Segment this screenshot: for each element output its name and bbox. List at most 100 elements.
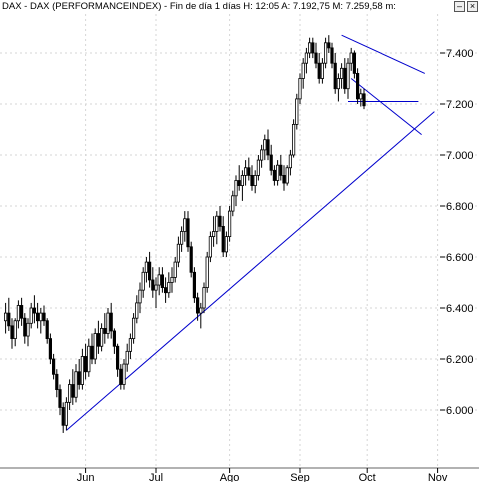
- candle-body: [301, 62, 305, 79]
- candle: [138, 282, 142, 314]
- candle-body: [192, 271, 196, 299]
- candle: [243, 160, 248, 186]
- candle-body: [327, 42, 331, 49]
- candle: [336, 73, 341, 102]
- candle: [279, 155, 283, 181]
- minimize-icon[interactable]: –: [454, 1, 465, 12]
- candle: [253, 170, 257, 194]
- candle: [167, 272, 171, 298]
- candle-body: [42, 312, 46, 322]
- candle-body: [288, 154, 293, 169]
- candle-body: [39, 312, 43, 322]
- candle-body: [138, 289, 142, 304]
- candle-body: [103, 327, 107, 334]
- candle-body: [90, 345, 94, 360]
- candle: [170, 267, 174, 293]
- candle-body: [269, 154, 273, 171]
- candle: [19, 297, 24, 326]
- candle: [163, 277, 168, 303]
- candle-body: [48, 338, 53, 360]
- candle: [32, 295, 37, 324]
- candle: [211, 216, 216, 247]
- candle-body: [231, 195, 235, 212]
- close-icon[interactable]: ×: [467, 1, 478, 12]
- candle: [307, 37, 312, 59]
- candle-body: [122, 363, 126, 385]
- candle-body: [144, 261, 148, 273]
- candle-body: [343, 67, 347, 90]
- candle-body: [224, 236, 228, 253]
- candle: [202, 282, 206, 314]
- y-tick-label: 6.600: [446, 252, 474, 264]
- candle-body: [116, 345, 120, 370]
- candle: [301, 58, 305, 89]
- candle-body: [93, 333, 97, 360]
- candle-body: [202, 287, 206, 309]
- candle-body: [16, 305, 21, 322]
- candle-body: [36, 312, 40, 322]
- candle: [282, 165, 286, 191]
- candle: [205, 251, 209, 293]
- candle: [45, 318, 49, 344]
- candle-body: [266, 139, 270, 156]
- candle: [103, 313, 107, 344]
- candle: [64, 397, 68, 431]
- candle-body: [186, 218, 190, 248]
- candle: [77, 359, 81, 390]
- candle-body: [218, 215, 222, 227]
- candle-body: [355, 73, 360, 100]
- y-axis: 6.000 6.200 6.400 6.600 6.800 7.000 7.200 7.400: [440, 48, 474, 417]
- candle: [135, 295, 139, 324]
- candle: [10, 318, 14, 349]
- candle-body: [295, 98, 299, 125]
- candle: [141, 267, 145, 298]
- candle-body: [26, 322, 30, 337]
- candle: [304, 47, 309, 74]
- candle-body: [314, 52, 318, 64]
- candle: [61, 402, 65, 433]
- candle: [55, 369, 59, 398]
- chart-title: DAX - DAX (PERFORMANCEINDEX) - Fin de dí…: [2, 1, 396, 12]
- candle-body: [4, 312, 8, 322]
- candle: [151, 267, 155, 298]
- window-controls: – ×: [454, 1, 478, 13]
- candle: [106, 308, 110, 339]
- candle-body: [272, 169, 277, 181]
- candle: [247, 157, 251, 181]
- candle-body: [253, 174, 257, 186]
- candle: [131, 313, 136, 344]
- candle-body: [333, 62, 337, 90]
- candle: [234, 175, 238, 206]
- candle: [42, 305, 46, 326]
- candle: [119, 364, 123, 390]
- candle: [291, 119, 296, 158]
- candle-body: [55, 373, 59, 390]
- candle-body: [352, 52, 357, 74]
- candle-body: [173, 261, 177, 278]
- candle-body: [157, 274, 161, 286]
- candle-body: [119, 368, 123, 385]
- candle-body: [215, 215, 219, 232]
- x-tick-label: Nov: [428, 472, 448, 482]
- candle: [346, 58, 350, 99]
- candle: [189, 241, 193, 278]
- candle-body: [339, 67, 344, 79]
- candle-body: [58, 389, 62, 408]
- candle-body: [211, 231, 216, 237]
- candle-body: [237, 180, 241, 186]
- candle: [80, 348, 84, 390]
- candle: [333, 53, 337, 94]
- candle: [295, 93, 299, 130]
- trendline: [66, 111, 435, 431]
- candle: [263, 134, 267, 161]
- y-tick-label: 7.200: [446, 99, 474, 111]
- x-tick-label: Jun: [77, 472, 95, 482]
- candle: [237, 165, 241, 191]
- candle-body: [298, 78, 302, 100]
- candle-body: [320, 62, 325, 79]
- candle: [109, 302, 113, 339]
- candle-body: [323, 42, 328, 64]
- candle: [256, 155, 261, 181]
- candle-body: [10, 325, 14, 340]
